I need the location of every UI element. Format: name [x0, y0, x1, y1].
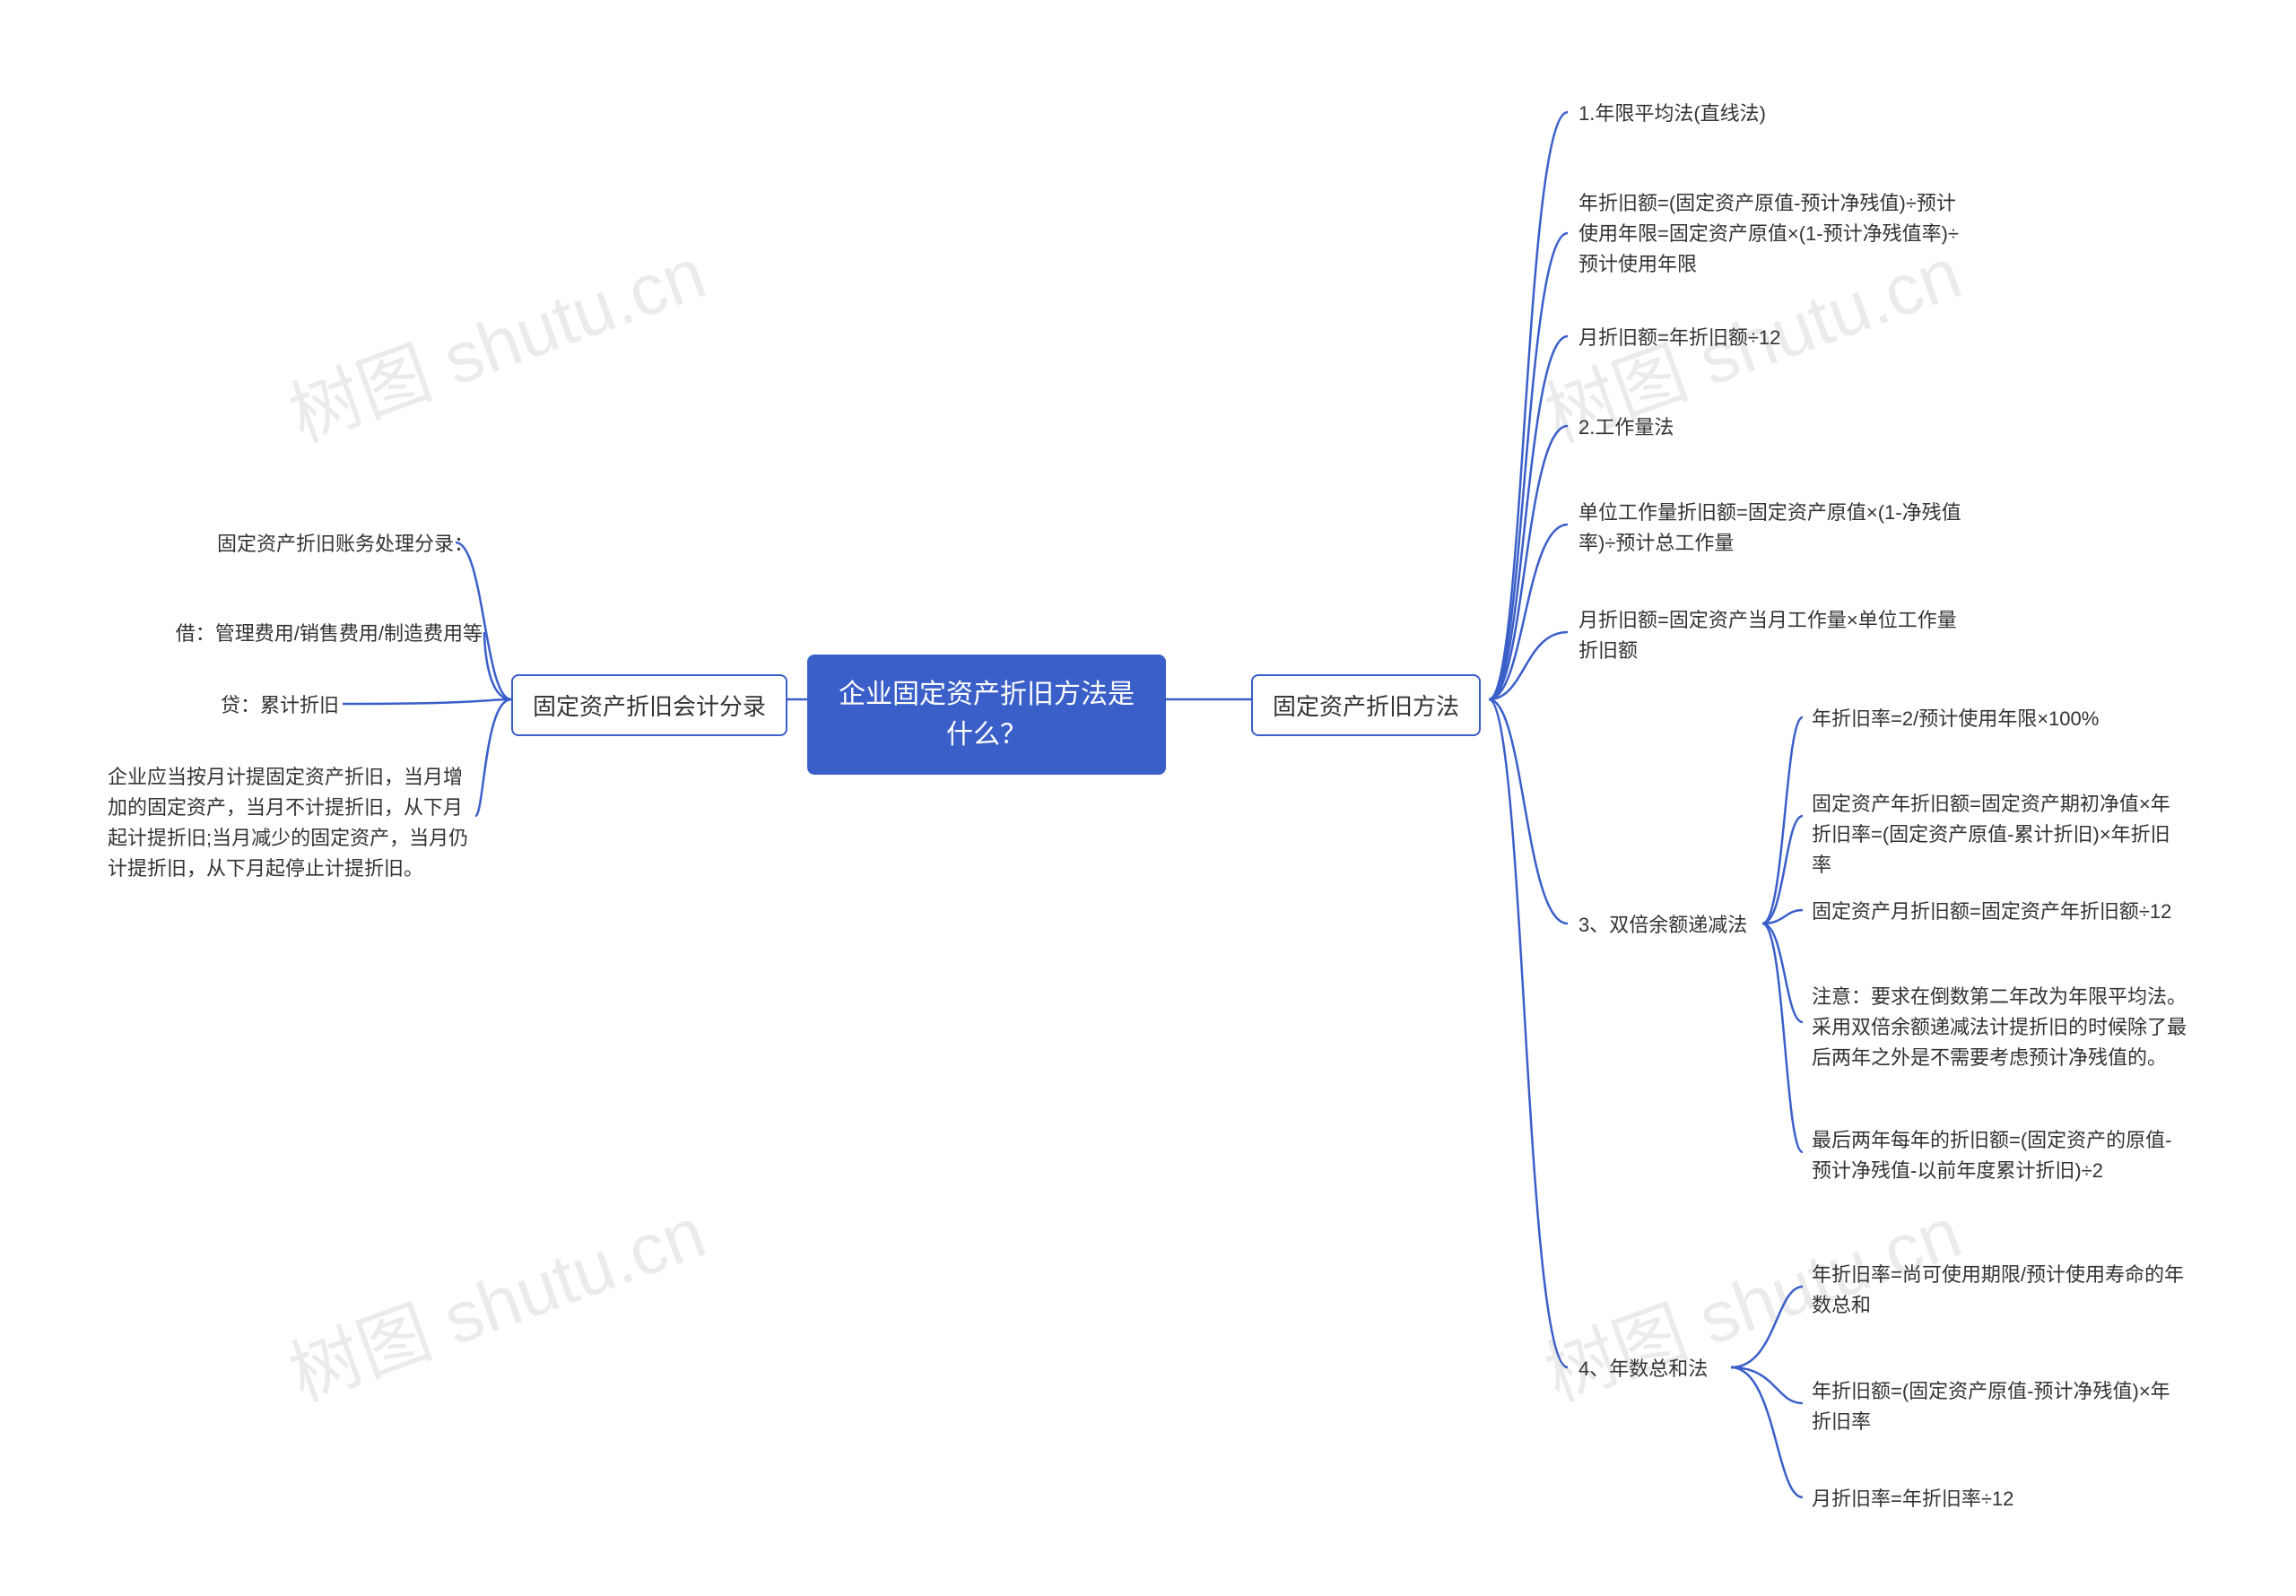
leaf-node: 月折旧额=年折旧额÷12: [1578, 323, 1780, 353]
leaf-node: 1.年限平均法(直线法): [1578, 99, 1766, 129]
root-line1: 企业固定资产折旧方法是: [838, 674, 1135, 715]
leaf-node: 年折旧率=尚可使用期限/预计使用寿命的年数总和: [1812, 1260, 2188, 1321]
branch-accounting-entry: 固定资产折旧会计分录: [511, 674, 787, 736]
leaf-node: 固定资产年折旧额=固定资产期初净值×年折旧率=(固定资产原值-累计折旧)×年折旧…: [1812, 789, 2188, 880]
leaf-node: 最后两年每年的折旧额=(固定资产的原值-预计净残值-以前年度累计折旧)÷2: [1812, 1125, 2188, 1186]
leaf-node: 固定资产月折旧额=固定资产年折旧额÷12: [1812, 897, 2171, 927]
leaf-node: 2.工作量法: [1578, 412, 1674, 443]
leaf-node: 注意：要求在倒数第二年改为年限平均法。采用双倍余额递减法计提折旧的时候除了最后两…: [1812, 982, 2188, 1073]
leaf-node: 贷：累计折旧: [213, 690, 339, 721]
watermark: 树图 shutu.cn: [274, 1175, 718, 1422]
sub-branch-double-declining: 3、双倍余额递减法: [1578, 910, 1747, 941]
branch-label: 固定资产折旧会计分录: [533, 693, 766, 720]
watermark: 树图 shutu.cn: [274, 216, 718, 463]
leaf-node: 月折旧额=固定资产当月工作量×单位工作量折旧额: [1578, 605, 1964, 666]
leaf-node: 企业应当按月计提固定资产折旧，当月增加的固定资产，当月不计提折旧，从下月起计提折…: [108, 762, 475, 884]
leaf-node: 单位工作量折旧额=固定资产原值×(1-净残值率)÷预计总工作量: [1578, 498, 1964, 559]
branch-label: 固定资产折旧方法: [1273, 693, 1459, 720]
sub-branch-sum-of-years: 4、年数总和法: [1578, 1354, 1708, 1384]
branch-depreciation-methods: 固定资产折旧方法: [1251, 674, 1481, 736]
root-line2: 什么？: [838, 715, 1135, 755]
leaf-node: 固定资产折旧账务处理分录：: [213, 529, 474, 559]
leaf-node: 年折旧额=(固定资产原值-预计净残值)×年折旧率: [1812, 1376, 2188, 1437]
leaf-node: 年折旧率=2/预计使用年限×100%: [1812, 704, 2099, 734]
leaf-node: 借：管理费用/销售费用/制造费用等: [160, 619, 483, 649]
leaf-node: 月折旧率=年折旧率÷12: [1812, 1484, 2013, 1514]
mindmap-root: 企业固定资产折旧方法是 什么？: [807, 655, 1166, 775]
leaf-node: 年折旧额=(固定资产原值-预计净残值)÷预计使用年限=固定资产原值×(1-预计净…: [1578, 188, 1973, 280]
